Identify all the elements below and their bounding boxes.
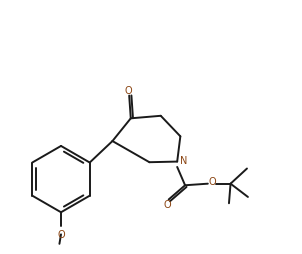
Text: O: O [125, 86, 132, 96]
Text: O: O [57, 230, 65, 240]
Text: O: O [208, 177, 216, 187]
Text: N: N [180, 156, 188, 166]
Text: O: O [163, 200, 171, 211]
